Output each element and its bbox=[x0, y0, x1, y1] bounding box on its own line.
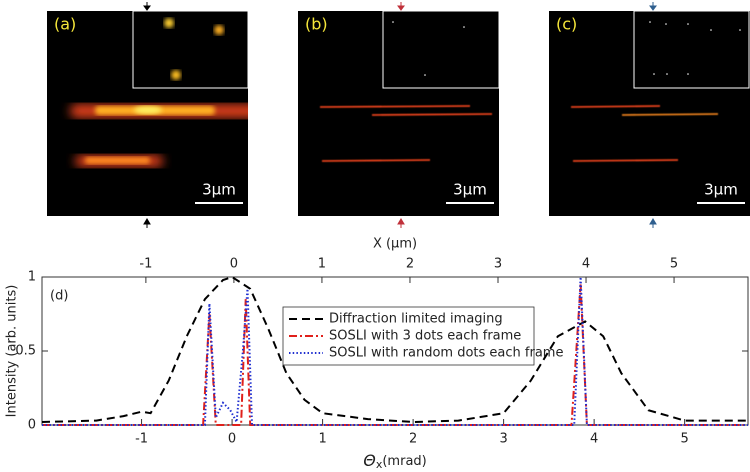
x2-tick-label: 2 bbox=[406, 257, 414, 272]
x-axis-unit: (mrad) bbox=[382, 454, 426, 469]
scale-bar-label: 3μm bbox=[704, 181, 738, 199]
panel-c: (c) 3μm bbox=[549, 2, 750, 228]
x-axis-subscript: x bbox=[376, 458, 383, 471]
x-axis-title: Θx(mrad) bbox=[363, 451, 426, 472]
line-chart: X (μm) Θx(mrad) Intensity (arb. units) (… bbox=[5, 237, 749, 472]
x-tick-label: 4 bbox=[590, 432, 598, 447]
y-tick-label: 0.5 bbox=[15, 344, 36, 359]
y-tick-label: 0 bbox=[28, 418, 36, 433]
data-line bbox=[42, 275, 748, 424]
x2-tick-label: 3 bbox=[494, 257, 502, 272]
x2-tick-label: 4 bbox=[582, 257, 590, 272]
legend-label: SOSLI with 3 dots each frame bbox=[329, 329, 521, 344]
x-axis-symbol: Θ bbox=[363, 451, 376, 470]
legend-box bbox=[282, 306, 535, 366]
scale-bar-label: 3μm bbox=[453, 181, 487, 199]
x-tick-label: 0 bbox=[228, 432, 236, 447]
data-line bbox=[42, 276, 748, 426]
x2-tick-label: 0 bbox=[230, 257, 238, 272]
panel-b: (b) 3μm bbox=[298, 2, 500, 228]
panel-label: (c) bbox=[556, 15, 577, 34]
x2-tick-label: -1 bbox=[139, 257, 152, 272]
y-tick-label: 1 bbox=[28, 270, 36, 285]
legend-label: Diffraction limited imaging bbox=[329, 312, 503, 327]
x-tick-label: 2 bbox=[409, 432, 417, 447]
x-tick-label: 5 bbox=[681, 432, 689, 447]
scale-bar-label: 3μm bbox=[202, 181, 236, 199]
legend-label: SOSLI with random dots each frame bbox=[329, 346, 563, 361]
x2-tick-label: 1 bbox=[318, 257, 326, 272]
x-tick-label: 3 bbox=[499, 432, 507, 447]
x2-axis-title: X (μm) bbox=[373, 237, 417, 252]
panel-label: (b) bbox=[305, 15, 328, 34]
x-tick-label: 1 bbox=[318, 432, 326, 447]
panel-label: (d) bbox=[50, 289, 68, 304]
panel-label: (a) bbox=[54, 15, 76, 34]
y-axis-title: Intensity (arb. units) bbox=[5, 285, 20, 418]
plot-area bbox=[42, 275, 748, 426]
x2-tick-label: 5 bbox=[670, 257, 678, 272]
panel-a: (a) 3μm bbox=[47, 2, 249, 228]
x-tick-label: -1 bbox=[135, 432, 148, 447]
